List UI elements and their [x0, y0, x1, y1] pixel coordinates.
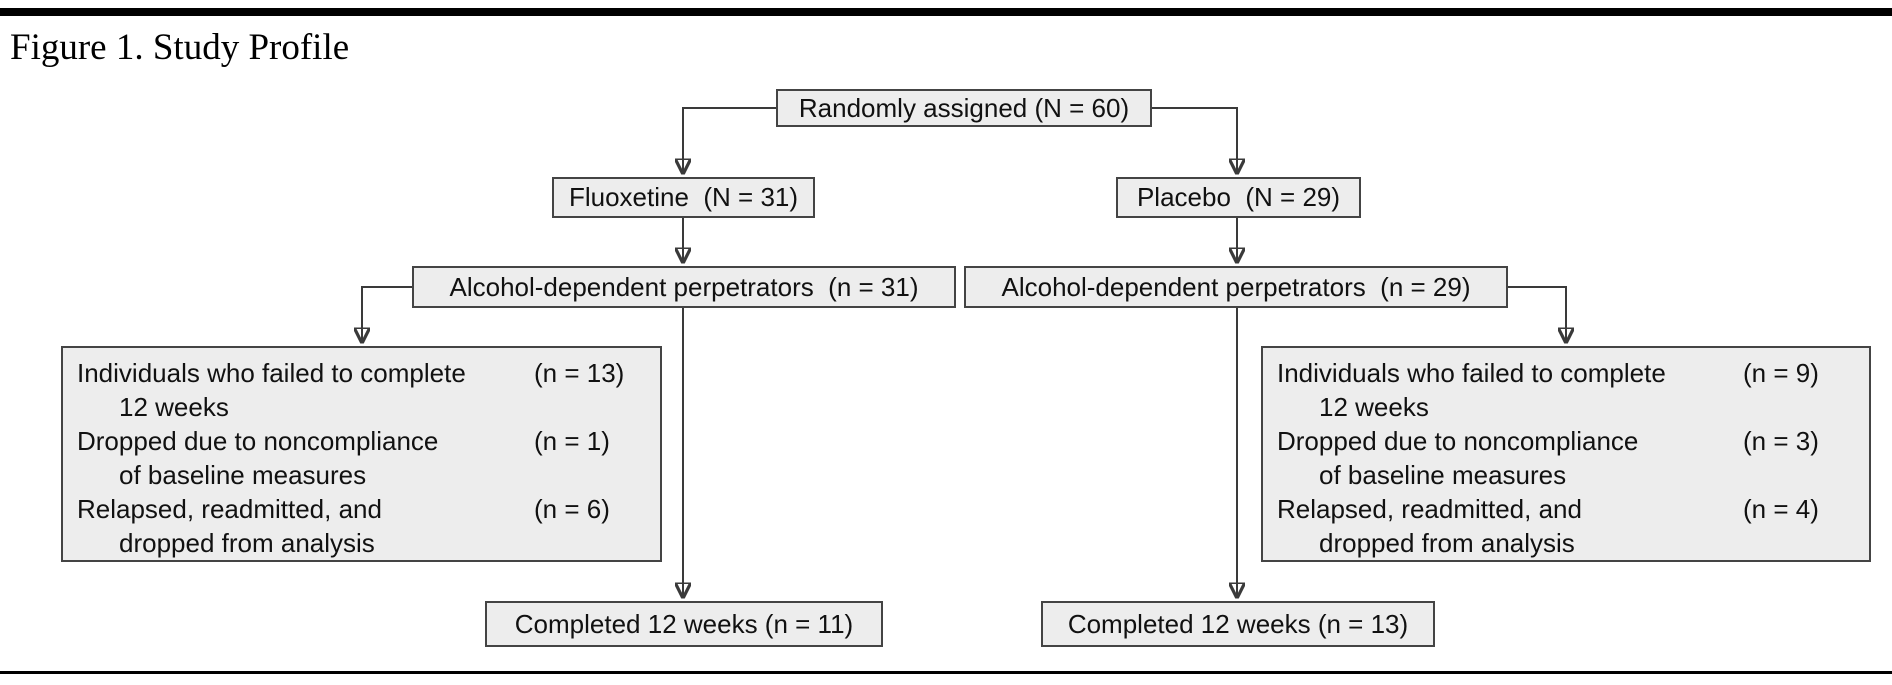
dropout-reason-line1: Individuals who failed to complete — [77, 358, 466, 388]
dropout-reason: Relapsed, readmitted, and dropped from a… — [77, 492, 382, 560]
dropout-reason-line1: Relapsed, readmitted, and — [77, 494, 382, 524]
dropout-count: (n = 13) — [534, 358, 625, 388]
dropout-reason: Dropped due to noncompliance of baseline… — [77, 424, 438, 492]
connector-randomized-to-placebo — [1152, 107, 1237, 172]
node-randomly-assigned: Randomly assigned (N = 60) — [776, 89, 1152, 127]
dropout-item: Dropped due to noncompliance of baseline… — [1277, 424, 1853, 492]
dropout-reason: Individuals who failed to complete 12 we… — [77, 356, 466, 424]
dropout-reason-line2: of baseline measures — [1319, 460, 1567, 490]
node-dropouts-fluoxetine: Individuals who failed to complete 12 we… — [61, 346, 662, 562]
dropout-reason-line2: 12 weeks — [1319, 392, 1429, 422]
dropout-reason-line2: of baseline measures — [119, 460, 367, 490]
dropout-count: (n = 9) — [1743, 358, 1819, 388]
dropout-reason: Relapsed, readmitted, and dropped from a… — [1277, 492, 1582, 560]
dropout-reason-line2: 12 weeks — [119, 392, 229, 422]
dropout-reason-line1: Dropped due to noncompliance — [1277, 426, 1639, 456]
dropout-count: (n = 3) — [1743, 426, 1819, 456]
node-dropouts-placebo: Individuals who failed to complete 12 we… — [1261, 346, 1871, 562]
dropout-reason: Dropped due to noncompliance of baseline… — [1277, 424, 1638, 492]
dropout-count: (n = 6) — [534, 494, 610, 524]
dropout-item: Relapsed, readmitted, and dropped from a… — [1277, 492, 1853, 560]
dropout-item: Individuals who failed to complete 12 we… — [1277, 356, 1853, 424]
connector-randomized-to-fluoxetine — [683, 107, 776, 172]
node-perpetrators-fluoxetine: Alcohol-dependent perpetrators (n = 31) — [412, 266, 956, 308]
dropout-count: (n = 4) — [1743, 494, 1819, 524]
node-placebo-arm: Placebo (N = 29) — [1116, 177, 1361, 218]
figure-title: Figure 1. Study Profile — [10, 27, 350, 68]
dropout-count: (n = 1) — [534, 426, 610, 456]
node-completed-placebo: Completed 12 weeks (n = 13) — [1041, 601, 1435, 647]
node-perpetrators-placebo: Alcohol-dependent perpetrators (n = 29) — [964, 266, 1508, 308]
connector-perpetrators-to-dropouts-left — [362, 286, 412, 341]
dropout-reason-line1: Dropped due to noncompliance — [77, 426, 439, 456]
dropout-reason-line2: dropped from analysis — [119, 528, 375, 558]
dropout-reason: Individuals who failed to complete 12 we… — [1277, 356, 1666, 424]
top-rule — [0, 8, 1892, 16]
dropout-reason-line1: Individuals who failed to complete — [1277, 358, 1666, 388]
node-completed-fluoxetine: Completed 12 weeks (n = 11) — [485, 601, 883, 647]
node-fluoxetine-arm: Fluoxetine (N = 31) — [552, 177, 815, 218]
dropout-reason-line1: Relapsed, readmitted, and — [1277, 494, 1582, 524]
dropout-reason-line2: dropped from analysis — [1319, 528, 1575, 558]
connector-perpetrators-to-dropouts-right — [1508, 286, 1566, 341]
bottom-rule — [0, 671, 1892, 674]
dropout-item: Relapsed, readmitted, and dropped from a… — [77, 492, 644, 560]
dropout-item: Individuals who failed to complete 12 we… — [77, 356, 644, 424]
dropout-item: Dropped due to noncompliance of baseline… — [77, 424, 644, 492]
